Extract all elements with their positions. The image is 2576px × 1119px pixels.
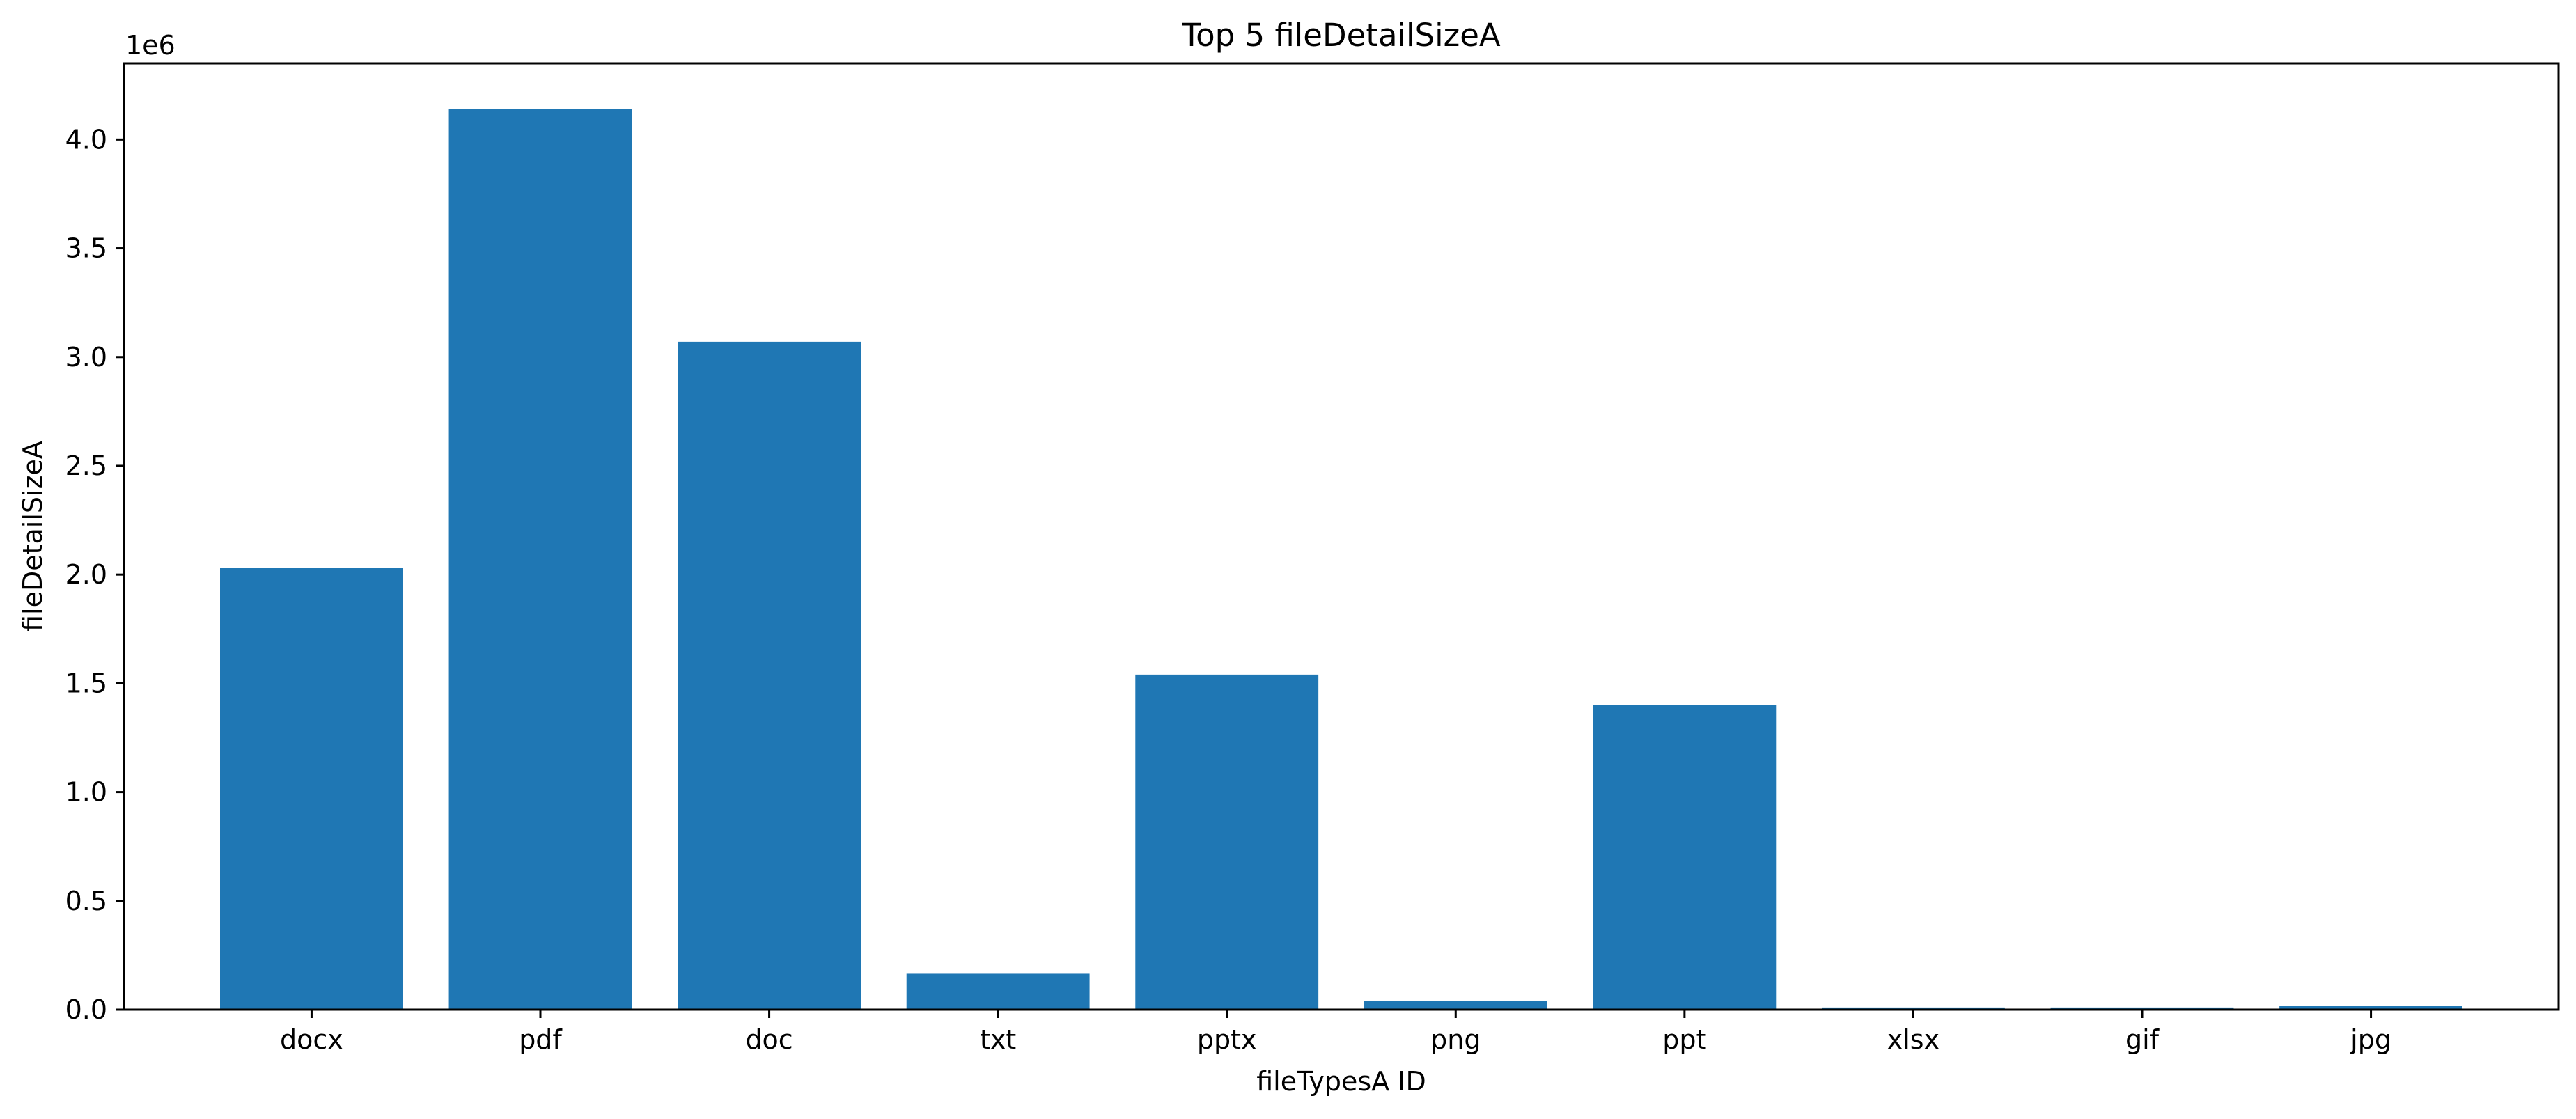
bar-txt <box>906 973 1090 1010</box>
y-tick-label: 2.5 <box>65 451 107 481</box>
bar-ppt <box>1593 705 1777 1010</box>
y-tick-label: 4.0 <box>65 124 107 155</box>
bars-group <box>220 109 2462 1010</box>
bar-docx <box>220 568 403 1010</box>
bar-xlsx <box>1822 1007 2005 1010</box>
bar-pdf <box>448 109 632 1010</box>
x-axis-title: fileTypesA ID <box>1256 1066 1426 1097</box>
y-tick-label: 1.5 <box>65 668 107 698</box>
x-axis: docx pdf doc txt pptx png ppt xlsx gif jpg <box>280 1010 2391 1055</box>
y-tick-label: 0.5 <box>65 886 107 916</box>
bar-gif <box>2050 1007 2234 1010</box>
x-tick-label: png <box>1430 1024 1481 1055</box>
bar-jpg <box>2279 1006 2462 1010</box>
chart-title: Top 5 fileDetailSizeA <box>1181 17 1501 54</box>
y-tick-label: 2.0 <box>65 559 107 590</box>
x-tick-label: docx <box>280 1024 343 1055</box>
x-tick-label: gif <box>2125 1024 2160 1055</box>
y-tick-label: 1.0 <box>65 777 107 808</box>
y-tick-label: 3.0 <box>65 342 107 373</box>
bar-pptx <box>1135 674 1319 1010</box>
bar-png <box>1364 1001 1547 1010</box>
x-tick-label: pptx <box>1197 1024 1257 1055</box>
x-tick-label: jpg <box>2350 1024 2391 1055</box>
bar-doc <box>678 341 861 1010</box>
y-axis-title: fileDetailSizeA <box>17 441 48 632</box>
y-tick-label: 0.0 <box>65 994 107 1025</box>
plot-frame <box>123 62 2560 1011</box>
x-tick-label: pdf <box>519 1024 563 1055</box>
x-tick-label: doc <box>745 1024 793 1055</box>
y-tick-label: 3.5 <box>65 233 107 264</box>
y-offset-label: 1e6 <box>125 30 175 61</box>
x-tick-label: ppt <box>1662 1024 1706 1055</box>
x-tick-label: txt <box>980 1024 1016 1055</box>
y-axis: 0.0 0.5 1.0 1.5 2.0 2.5 3.0 3.5 4.0 <box>65 124 124 1025</box>
x-tick-label: xlsx <box>1887 1024 1939 1055</box>
